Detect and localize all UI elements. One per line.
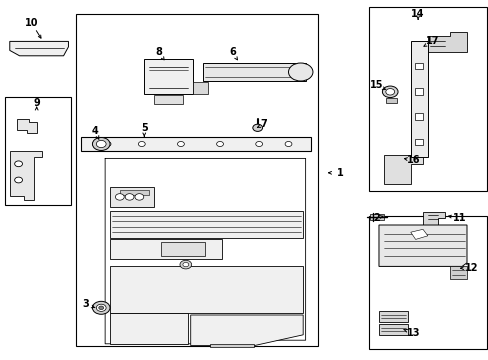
Polygon shape [17,119,37,133]
Circle shape [96,140,106,148]
Polygon shape [161,242,205,256]
Circle shape [92,138,110,150]
Circle shape [288,63,312,81]
Polygon shape [144,59,193,94]
Polygon shape [449,266,466,279]
Bar [414,88,423,95]
Polygon shape [210,344,254,347]
Text: 10: 10 [25,18,39,28]
Bar [414,139,423,145]
Polygon shape [369,214,384,220]
Circle shape [96,304,106,311]
Polygon shape [422,212,444,225]
Bar [368,7,486,191]
Bar [76,14,317,346]
Circle shape [138,141,145,147]
Circle shape [15,161,22,167]
Polygon shape [410,229,427,239]
Text: 14: 14 [410,9,424,19]
Polygon shape [110,239,222,259]
Circle shape [104,141,111,147]
Polygon shape [120,190,149,195]
Text: 13: 13 [406,328,419,338]
Polygon shape [110,187,154,207]
Circle shape [180,260,191,269]
Polygon shape [110,313,188,344]
Circle shape [15,177,22,183]
Circle shape [92,301,110,314]
Polygon shape [378,324,407,335]
Text: 8: 8 [155,47,162,57]
Text: 15: 15 [369,80,383,90]
Bar [414,113,423,120]
Circle shape [125,194,134,200]
Text: 4: 4 [92,126,99,136]
Circle shape [183,262,188,267]
Circle shape [285,141,291,147]
Text: 7: 7 [260,119,267,129]
Polygon shape [81,137,310,151]
Circle shape [216,141,223,147]
Polygon shape [383,155,422,184]
Text: 11: 11 [452,213,466,223]
Text: 5: 5 [141,123,147,133]
Polygon shape [190,315,303,346]
Bar [368,216,486,349]
Polygon shape [10,151,41,200]
Polygon shape [410,41,427,157]
Polygon shape [110,266,303,313]
Bar [5,97,71,205]
Text: 17: 17 [425,36,439,46]
Polygon shape [193,82,207,94]
Text: 3: 3 [82,299,89,309]
Text: 12: 12 [464,263,478,273]
Text: 6: 6 [228,47,235,57]
Text: 16: 16 [406,155,419,165]
Text: 2: 2 [372,213,379,223]
Circle shape [385,89,394,95]
Circle shape [255,141,262,147]
Polygon shape [203,63,305,81]
Polygon shape [427,32,466,52]
Polygon shape [10,41,68,56]
Circle shape [99,306,103,310]
Circle shape [115,194,124,200]
Polygon shape [386,98,396,103]
Polygon shape [154,95,183,104]
Circle shape [177,141,184,147]
Polygon shape [98,155,312,346]
Polygon shape [378,225,466,266]
Circle shape [252,124,262,131]
Circle shape [135,194,143,200]
Circle shape [382,86,397,98]
Polygon shape [378,311,407,322]
Bar [414,63,423,69]
Polygon shape [110,211,303,238]
Text: 1: 1 [336,168,343,178]
Text: 9: 9 [33,98,40,108]
